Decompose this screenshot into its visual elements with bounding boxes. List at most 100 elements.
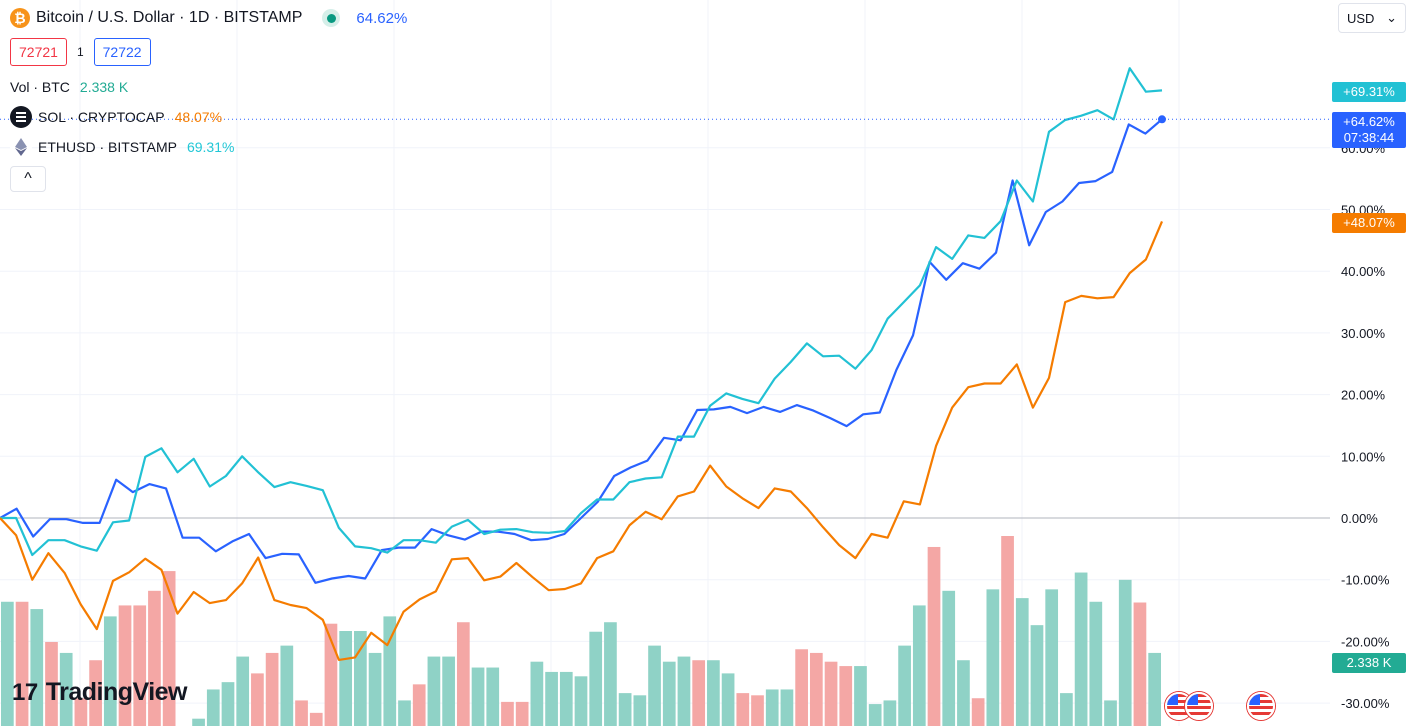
sol-value: 48.07%: [174, 109, 223, 125]
volume-bar: [692, 660, 706, 726]
volume-bar: [883, 700, 897, 726]
volume-bar: [442, 656, 455, 726]
volume-value: 2.338 K: [79, 79, 129, 95]
volume-bar: [471, 667, 485, 726]
volume-bar: [515, 701, 529, 726]
y-tick-label: 40.00%: [1341, 264, 1386, 279]
volume-bar: [133, 605, 147, 726]
sell-button[interactable]: 72721: [10, 38, 67, 66]
volume-bar: [118, 605, 132, 726]
y-tick-label: -30.00%: [1341, 696, 1390, 711]
currency-select[interactable]: USD ⌄: [1338, 3, 1406, 33]
volume-bar: [1045, 589, 1059, 726]
volume-bar: [486, 667, 500, 726]
volume-bar: [751, 695, 764, 726]
volume-bar: [1060, 693, 1073, 726]
indicator-eth[interactable]: ETHUSD · BITSTAMP 69.31%: [10, 132, 407, 162]
volume-bar: [662, 661, 676, 726]
volume-bar: [1, 601, 14, 726]
btc-price-tag: +64.62% 07:38:44: [1332, 112, 1406, 148]
volume-bar: [574, 676, 588, 726]
volume-bar: [677, 656, 691, 726]
volume-bar: [795, 649, 808, 726]
volume-bar: [206, 689, 220, 726]
volume-bar: [839, 666, 853, 726]
volume-bar: [103, 616, 117, 726]
volume-bar: [898, 645, 911, 726]
symbol-title[interactable]: Bitcoin / U.S. Dollar · 1D · BITSTAMP: [36, 9, 303, 26]
btc-line: [0, 118, 1163, 584]
volume-bar: [604, 622, 617, 726]
volume-bar: [1015, 598, 1029, 726]
eth-line: [0, 67, 1163, 557]
bitcoin-icon: ₿: [10, 8, 30, 28]
volume-bar: [809, 652, 823, 726]
volume-bar: [618, 693, 632, 726]
volume-bar: [780, 689, 794, 726]
volume-price-tag: 2.338 K: [1332, 653, 1406, 673]
volume-bar: [398, 700, 411, 726]
volume-bar: [309, 712, 323, 726]
indicator-volume[interactable]: Vol · BTC 2.338 K: [10, 72, 407, 102]
chevron-up-icon: ^: [24, 170, 32, 187]
volume-bar: [15, 601, 29, 726]
chart-legend: ₿ Bitcoin / U.S. Dollar · 1D · BITSTAMP …: [10, 6, 407, 192]
us-flag-event-icon[interactable]: [1247, 692, 1275, 720]
volume-bar: [368, 652, 382, 726]
volume-bar: [74, 698, 88, 726]
volume-bar: [942, 590, 956, 726]
trade-buttons: 72721 1 72722: [10, 38, 407, 66]
tradingview-logo[interactable]: 17 TradingView: [12, 678, 188, 707]
volume-bar: [824, 661, 838, 726]
volume-bar: [1118, 579, 1132, 726]
symbol-title-row[interactable]: ₿ Bitcoin / U.S. Dollar · 1D · BITSTAMP …: [10, 6, 407, 30]
volume-bar: [765, 689, 779, 726]
volume-bar: [148, 590, 161, 726]
volume-bar: [559, 671, 573, 726]
volume-bar: [1089, 601, 1103, 726]
volume-bar: [339, 631, 353, 726]
market-status-icon[interactable]: [322, 9, 341, 27]
buy-button[interactable]: 72722: [93, 38, 151, 66]
spread-value: 1: [76, 45, 84, 59]
us-flag-event-icon[interactable]: [1185, 692, 1213, 720]
volume-bar: [721, 673, 735, 726]
volume-bar: [648, 645, 661, 726]
indicator-sol[interactable]: SOL · CRYPTOCAP 48.07%: [10, 102, 407, 132]
volume-bar: [192, 718, 205, 726]
volume-bar: [957, 660, 970, 726]
volume-bar: [280, 645, 294, 726]
volume-bar: [971, 698, 985, 726]
volume-bar: [427, 656, 441, 726]
eth-value: 69.31%: [186, 139, 235, 155]
volume-bar: [707, 660, 720, 726]
y-tick-label: -20.00%: [1341, 634, 1390, 649]
volume-bar: [251, 673, 264, 726]
volume-label: Vol · BTC: [10, 79, 70, 95]
volume-bar: [1104, 700, 1117, 726]
volume-bar: [1001, 536, 1014, 726]
btc-price-tag-value: +64.62%: [1343, 114, 1395, 129]
volume-bar: [868, 704, 882, 726]
volume-bar: [1030, 625, 1044, 726]
y-tick-label: 0.00%: [1341, 511, 1378, 526]
volume-bar: [501, 701, 514, 726]
volume-bar: [927, 546, 941, 726]
sol-price-tag: +48.07%: [1332, 213, 1406, 233]
volume-bar: [589, 631, 603, 726]
collapse-legend-button[interactable]: ^: [10, 166, 46, 192]
y-tick-label: 10.00%: [1341, 449, 1386, 464]
volume-bar: [1148, 652, 1161, 726]
volume-bar: [236, 656, 250, 726]
volume-bar: [89, 660, 102, 726]
chevron-down-icon: ⌄: [1386, 10, 1397, 25]
y-tick-label: 20.00%: [1341, 388, 1386, 403]
bar-countdown: 07:38:44: [1343, 130, 1395, 145]
currency-value: USD: [1347, 10, 1375, 26]
solana-icon: [10, 106, 32, 128]
eth-price-tag: +69.31%: [1332, 82, 1406, 102]
volume-bar: [545, 671, 558, 726]
ethereum-icon: [10, 136, 32, 158]
y-tick-label: 30.00%: [1341, 326, 1386, 341]
